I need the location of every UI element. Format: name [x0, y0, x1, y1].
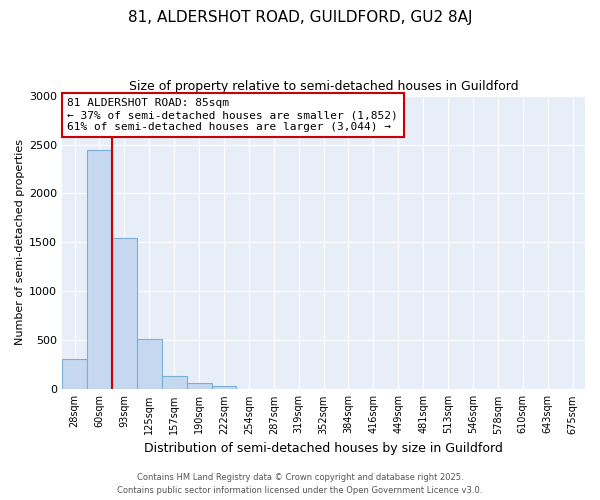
- Title: Size of property relative to semi-detached houses in Guildford: Size of property relative to semi-detach…: [129, 80, 518, 93]
- Bar: [212, 386, 236, 390]
- Bar: [187, 383, 212, 390]
- Bar: [162, 376, 187, 390]
- Text: 81, ALDERSHOT ROAD, GUILDFORD, GU2 8AJ: 81, ALDERSHOT ROAD, GUILDFORD, GU2 8AJ: [128, 10, 472, 25]
- Bar: [87, 150, 112, 390]
- Y-axis label: Number of semi-detached properties: Number of semi-detached properties: [15, 140, 25, 346]
- X-axis label: Distribution of semi-detached houses by size in Guildford: Distribution of semi-detached houses by …: [144, 442, 503, 455]
- Text: Contains HM Land Registry data © Crown copyright and database right 2025.
Contai: Contains HM Land Registry data © Crown c…: [118, 474, 482, 495]
- Bar: [62, 360, 87, 390]
- Text: 81 ALDERSHOT ROAD: 85sqm
← 37% of semi-detached houses are smaller (1,852)
61% o: 81 ALDERSHOT ROAD: 85sqm ← 37% of semi-d…: [67, 98, 398, 132]
- Bar: [137, 340, 162, 390]
- Bar: [112, 238, 137, 390]
